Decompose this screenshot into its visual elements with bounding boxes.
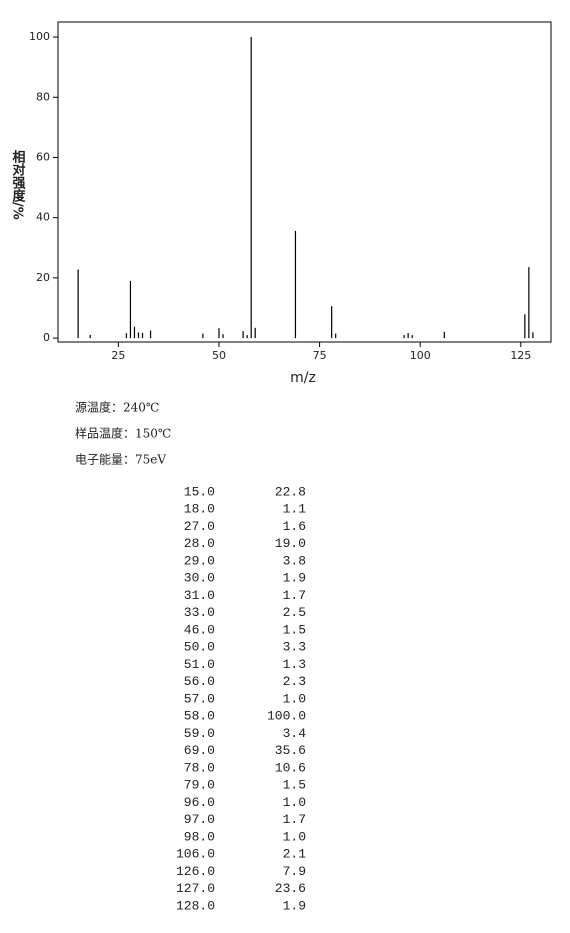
x-tick-label: 75 xyxy=(313,349,327,362)
condition: 源温度：240℃ xyxy=(75,400,159,415)
mz-cell: 18.0 xyxy=(184,502,215,517)
intensity-cell: 3.4 xyxy=(283,726,307,741)
intensity-cell: 1.0 xyxy=(283,795,306,810)
intensity-cell: 1.1 xyxy=(283,502,307,517)
y-tick-label: 20 xyxy=(36,271,50,284)
intensity-cell: 10.6 xyxy=(275,760,306,775)
y-tick-label: 60 xyxy=(36,150,50,163)
intensity-cell: 19.0 xyxy=(275,536,306,551)
intensity-cell: 3.8 xyxy=(283,553,306,568)
mz-cell: 59.0 xyxy=(184,726,215,741)
intensity-cell: 35.6 xyxy=(275,743,306,758)
mz-cell: 31.0 xyxy=(184,588,215,603)
mz-cell: 78.0 xyxy=(184,760,215,775)
intensity-cell: 1.0 xyxy=(283,829,306,844)
intensity-cell: 100.0 xyxy=(267,709,306,724)
mz-cell: 51.0 xyxy=(184,657,215,672)
intensity-cell: 1.9 xyxy=(283,571,306,586)
intensity-cell: 1.7 xyxy=(283,812,306,827)
y-tick-label: 100 xyxy=(29,30,50,43)
mz-cell: 69.0 xyxy=(184,743,215,758)
intensity-cell: 1.6 xyxy=(283,519,306,534)
y-tick-label: 80 xyxy=(36,90,50,103)
y-tick-label: 40 xyxy=(36,211,50,224)
x-tick-label: 50 xyxy=(212,349,226,362)
intensity-cell: 7.9 xyxy=(283,864,306,879)
intensity-cell: 1.9 xyxy=(283,898,306,913)
mz-cell: 106.0 xyxy=(176,847,215,862)
plot-frame xyxy=(57,21,552,343)
mz-cell: 29.0 xyxy=(184,553,215,568)
mz-cell: 30.0 xyxy=(184,571,215,586)
mz-cell: 97.0 xyxy=(184,812,215,827)
mz-cell: 128.0 xyxy=(176,898,215,913)
intensity-cell: 2.1 xyxy=(283,847,307,862)
condition: 样品温度：150℃ xyxy=(75,426,171,441)
mz-cell: 28.0 xyxy=(184,536,215,551)
intensity-cell: 2.5 xyxy=(283,605,306,620)
intensity-cell: 1.0 xyxy=(283,691,306,706)
mz-cell: 27.0 xyxy=(184,519,215,534)
intensity-cell: 1.3 xyxy=(283,657,306,672)
mz-cell: 58.0 xyxy=(184,709,215,724)
intensity-cell: 1.7 xyxy=(283,588,306,603)
intensity-cell: 2.3 xyxy=(283,674,306,689)
mz-cell: 15.0 xyxy=(184,484,215,499)
mz-cell: 46.0 xyxy=(184,622,215,637)
mz-cell: 127.0 xyxy=(176,881,215,896)
condition: 电子能量：75eV xyxy=(75,453,166,467)
x-tick-label: 100 xyxy=(410,349,431,362)
x-tick-label: 125 xyxy=(510,349,531,362)
intensity-cell: 23.6 xyxy=(275,881,306,896)
mz-cell: 56.0 xyxy=(184,674,215,689)
x-tick-label: 25 xyxy=(111,349,125,362)
mz-cell: 98.0 xyxy=(184,829,215,844)
mz-cell: 96.0 xyxy=(184,795,215,810)
intensity-cell: 3.3 xyxy=(283,640,306,655)
y-axis-label: 相对强度/% xyxy=(10,149,26,219)
mz-cell: 57.0 xyxy=(184,691,215,706)
mz-cell: 50.0 xyxy=(184,640,215,655)
mz-cell: 126.0 xyxy=(176,864,215,879)
intensity-cell: 1.5 xyxy=(283,778,306,793)
mz-cell: 79.0 xyxy=(184,778,215,793)
x-axis-label: m/z xyxy=(290,370,316,386)
mz-cell: 33.0 xyxy=(184,605,215,620)
intensity-cell: 22.8 xyxy=(275,484,306,499)
y-tick-label: 0 xyxy=(43,331,50,344)
intensity-cell: 1.5 xyxy=(283,622,306,637)
